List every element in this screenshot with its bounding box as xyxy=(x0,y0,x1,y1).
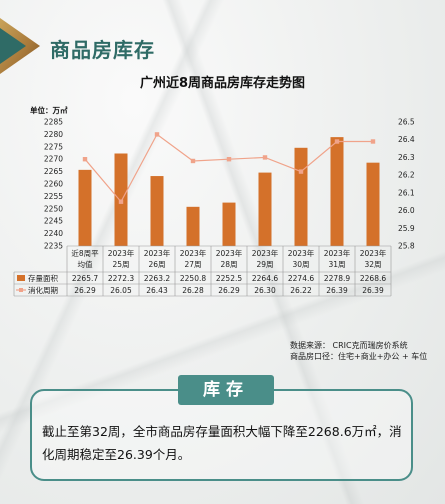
bar-inventory xyxy=(186,206,200,246)
category-label: 25周 xyxy=(112,260,129,269)
left-tick-label: 2275 xyxy=(44,142,63,151)
right-tick-label: 26.2 xyxy=(398,171,415,180)
left-tick-label: 2270 xyxy=(44,155,63,164)
left-tick-label: 2245 xyxy=(44,217,63,226)
table-value-inventory: 2263.2 xyxy=(144,274,170,283)
bar-inventory xyxy=(330,137,344,246)
category-label: 29周 xyxy=(256,260,273,269)
bar-inventory xyxy=(366,162,380,246)
category-label: 2023年 xyxy=(252,248,279,258)
table-value-inventory: 2252.5 xyxy=(216,274,242,283)
left-tick-label: 2260 xyxy=(44,180,63,189)
category-label: 32周 xyxy=(364,260,381,269)
inventory-chart: 单位：万㎡ 2235 2240 2245 2250 2255 2260 2265 2270 227… xyxy=(13,105,415,297)
line-point-digestion-cycle xyxy=(370,139,376,144)
left-tick-label: 2240 xyxy=(44,229,63,238)
line-point-digestion-cycle xyxy=(334,139,340,144)
category-label: 27周 xyxy=(184,260,201,269)
unit-label: 单位：万㎡ xyxy=(30,105,68,115)
table-value-digestion-cycle: 26.22 xyxy=(290,286,312,295)
left-tick-label: 2235 xyxy=(44,242,63,251)
table-value-digestion-cycle: 26.43 xyxy=(146,286,168,295)
bar-inventory xyxy=(150,176,164,246)
right-tick-label: 25.9 xyxy=(398,224,415,233)
left-tick-label: 2255 xyxy=(44,192,63,201)
category-label: 2023年 xyxy=(108,248,135,258)
line-point-digestion-cycle xyxy=(190,158,196,164)
summary-tag: 库存 xyxy=(178,375,274,405)
category-label: 2023年 xyxy=(324,248,351,258)
legend-key-inventory xyxy=(17,275,25,281)
bar-inventory xyxy=(294,147,308,246)
source-line-1: 数据来源： CRIC克而瑞房价系统 xyxy=(290,341,408,350)
data-source-note: 数据来源： CRIC克而瑞房价系统 商品房口径：住宅+商业+办公 + 车位 xyxy=(290,340,427,362)
summary-text: 截止至第32周，全市商品房存量面积大幅下降至2268.6万㎡，消化周期稳定至26… xyxy=(42,424,402,462)
table-value-digestion-cycle: 26.05 xyxy=(110,286,132,295)
category-label: 均值 xyxy=(78,259,93,269)
table-value-digestion-cycle: 26.28 xyxy=(182,286,204,295)
line-point-digestion-cycle xyxy=(298,169,304,174)
line-point-digestion-cycle xyxy=(262,155,268,160)
table-value-digestion-cycle: 26.39 xyxy=(362,286,384,295)
right-tick-label: 25.8 xyxy=(398,242,415,251)
right-tick-label: 26.0 xyxy=(398,206,415,215)
right-tick-label: 26.1 xyxy=(398,188,415,197)
category-label: 2023年 xyxy=(288,248,315,258)
line-point-digestion-cycle xyxy=(118,199,124,204)
left-tick-label: 2265 xyxy=(44,167,63,176)
left-tick-label: 2250 xyxy=(44,204,63,213)
category-label: 2023年 xyxy=(360,248,387,258)
category-label: 2023年 xyxy=(216,248,243,258)
category-label: 30周 xyxy=(292,260,309,269)
legend-label-inventory: 存量面积 xyxy=(28,273,58,283)
line-digestion-cycle xyxy=(84,133,373,203)
category-label: 2023年 xyxy=(180,248,207,258)
category-label: 2023年 xyxy=(144,248,171,258)
table-value-inventory: 2265.7 xyxy=(72,274,98,283)
right-tick-label: 26.3 xyxy=(398,153,415,162)
bar-inventory xyxy=(78,169,92,246)
table-value-digestion-cycle: 26.30 xyxy=(254,286,276,295)
right-tick-label: 26.4 xyxy=(398,135,415,144)
line-point-digestion-cycle xyxy=(154,132,160,137)
line-point-digestion-cycle xyxy=(82,157,88,162)
table-value-inventory: 2278.9 xyxy=(324,274,350,283)
category-label: 近8周平 xyxy=(71,248,99,258)
section-title: 商品房库存 xyxy=(50,38,155,62)
legend-key-marker-digestion-cycle xyxy=(19,288,23,292)
table-value-inventory: 2272.3 xyxy=(108,274,134,283)
table-value-inventory: 2250.8 xyxy=(180,274,206,283)
category-label: 31周 xyxy=(328,260,345,269)
category-label: 28周 xyxy=(220,260,237,269)
source-line-2: 商品房口径：住宅+商业+办公 + 车位 xyxy=(290,352,428,361)
right-tick-label: 26.5 xyxy=(398,118,415,127)
chart-title: 广州近8周商品房库存走势图 xyxy=(139,76,306,91)
category-label: 26周 xyxy=(148,260,165,269)
table-value-inventory: 2264.6 xyxy=(252,274,278,283)
bar-inventory xyxy=(258,172,272,246)
bar-inventory xyxy=(222,202,236,246)
corner-triangle-decoration xyxy=(0,18,40,74)
table-value-digestion-cycle: 26.29 xyxy=(74,286,96,295)
left-tick-label: 2280 xyxy=(44,130,63,139)
legend-label-digestion-cycle: 消化周期 xyxy=(28,285,58,295)
left-tick-label: 2285 xyxy=(44,118,63,127)
table-value-digestion-cycle: 26.39 xyxy=(326,286,348,295)
table-value-inventory: 2268.6 xyxy=(360,274,386,283)
table-value-inventory: 2274.6 xyxy=(288,274,314,283)
table-value-digestion-cycle: 26.29 xyxy=(218,286,240,295)
line-point-digestion-cycle xyxy=(226,157,232,162)
